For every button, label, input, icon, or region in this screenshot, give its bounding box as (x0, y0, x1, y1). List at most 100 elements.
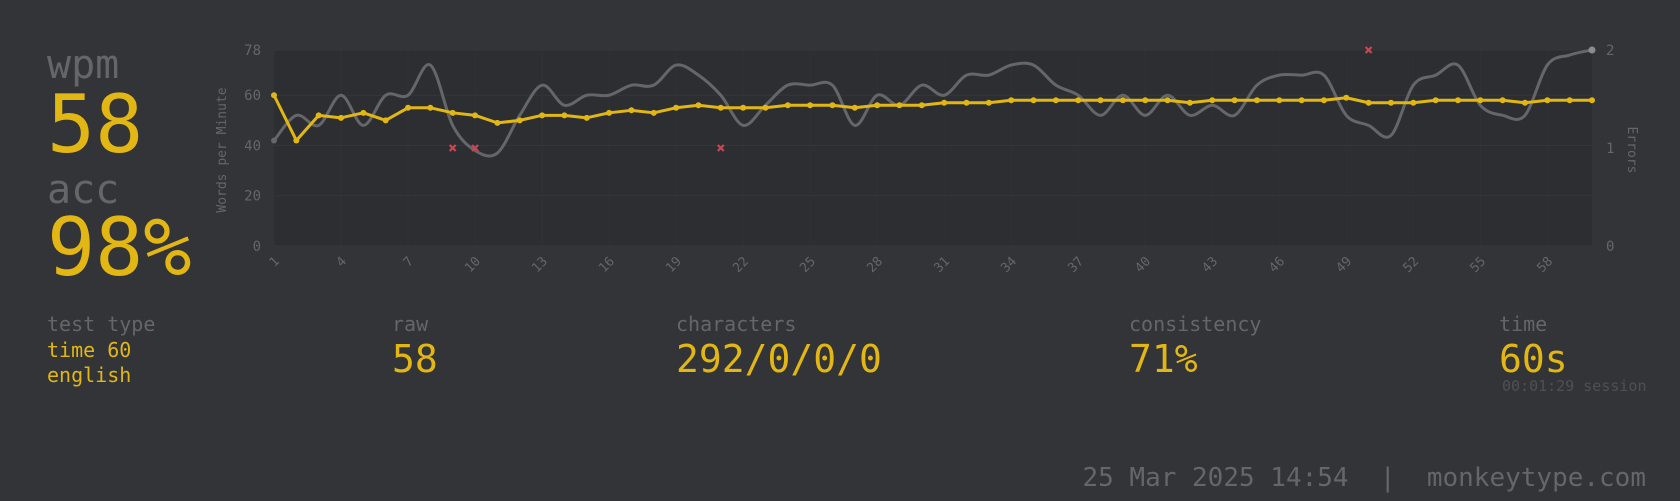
x-tick-label: 49 (1333, 254, 1355, 276)
wpm-point (360, 109, 367, 116)
wpm-point (449, 109, 456, 116)
x-tick-label: 46 (1266, 254, 1288, 276)
wpm-value[interactable]: 58 (47, 78, 144, 171)
x-tick-label: 10 (462, 254, 484, 276)
wpm-point (472, 112, 479, 119)
y2-tick-label: 0 (1606, 239, 1614, 255)
wpm-point (494, 119, 501, 126)
wpm-point (338, 114, 345, 121)
wpm-point (1142, 97, 1149, 104)
site-name[interactable]: monkeytype.com (1426, 463, 1646, 493)
x-tick-label: 31 (931, 254, 953, 276)
characters-label: characters (676, 312, 797, 336)
wpm-point (315, 112, 322, 119)
wpm-point (1186, 99, 1193, 106)
x-tick-label: 13 (529, 254, 551, 276)
x-tick-label: 19 (663, 254, 685, 276)
error-marker (471, 144, 479, 152)
test-type-language[interactable]: english (47, 363, 132, 387)
wpm-point (606, 109, 613, 116)
result-date: 25 Mar 2025 14:54 (1082, 463, 1349, 493)
wpm-point (1164, 97, 1171, 104)
wpm-point (896, 102, 903, 109)
wpm-point (427, 104, 434, 111)
x-tick-label: 37 (1065, 254, 1087, 276)
x-tick-label: 58 (1534, 254, 1556, 276)
error-marker (448, 144, 457, 152)
wpm-point (293, 137, 300, 144)
test-type-label: test type (47, 312, 156, 336)
y-axis-label: Words per Minute (215, 87, 230, 212)
error-marker (1364, 46, 1373, 54)
footer-separator: | (1379, 463, 1396, 493)
wpm-point (405, 104, 412, 111)
wpm-point (1097, 97, 1104, 104)
x-tick-label: 43 (1199, 254, 1221, 276)
x-tick-label: 34 (998, 254, 1020, 276)
wpm-point (1521, 99, 1528, 106)
consistency-label: consistency (1129, 312, 1262, 336)
wpm-point (1544, 97, 1551, 104)
error-marker (717, 144, 725, 152)
acc-value[interactable]: 98% (47, 201, 192, 294)
wpm-point (1410, 99, 1417, 106)
x-tick-label: 16 (596, 254, 618, 276)
x-tick-label: 22 (730, 254, 752, 276)
plot-area (274, 50, 1592, 246)
acc-label: acc (47, 167, 120, 213)
y-tick-label: 20 (244, 189, 261, 205)
wpm-point (1499, 97, 1506, 104)
wpm-point (963, 99, 970, 106)
wpm-point (874, 102, 881, 109)
wpm-point (1119, 97, 1126, 104)
y-tick-label: 0 (253, 239, 261, 255)
wpm-point (561, 112, 568, 119)
wpm-point (1432, 97, 1439, 104)
y-axis-ticks: 0 20 40 60 78 (244, 43, 261, 255)
wpm-point (516, 117, 523, 124)
wpm-point (1387, 99, 1394, 106)
wpm-point (1343, 94, 1350, 101)
x-tick-label: 1 (267, 254, 283, 270)
x-tick-label: 25 (797, 254, 819, 276)
wpm-point (1253, 97, 1260, 104)
chart-series (271, 46, 1596, 158)
y2-tick-label: 2 (1606, 43, 1614, 59)
wpm-point (1477, 97, 1484, 104)
test-type-mode[interactable]: time 60 (47, 338, 132, 362)
raw-series-line (272, 48, 1593, 158)
wpm-point (784, 102, 791, 109)
wpm-point (1231, 97, 1238, 104)
consistency-value[interactable]: 71% (1129, 337, 1198, 381)
wpm-point (717, 104, 724, 111)
wpm-point (829, 102, 836, 109)
wpm-label: wpm (47, 42, 120, 88)
y-tick-label: 78 (244, 43, 261, 59)
raw-value[interactable]: 58 (392, 337, 438, 381)
raw-point (271, 137, 277, 144)
x-tick-label: 4 (334, 254, 350, 270)
wpm-point (695, 102, 702, 109)
y2-tick-label: 1 (1606, 141, 1614, 157)
x-tick-label: 28 (864, 254, 886, 276)
wpm-point (762, 104, 769, 111)
characters-value[interactable]: 292/0/0/0 (676, 337, 882, 381)
wpm-point (650, 109, 657, 116)
wpm-point (539, 112, 546, 119)
wpm-point (918, 102, 925, 109)
wpm-point (628, 107, 635, 114)
wpm-point (1075, 97, 1082, 104)
wpm-point (740, 104, 747, 111)
wpm-point (985, 99, 992, 106)
x-tick-label: 40 (1132, 254, 1154, 276)
time-value[interactable]: 60s (1499, 337, 1568, 381)
wpm-point (1008, 97, 1015, 104)
wpm-point (1209, 97, 1216, 104)
y-tick-label: 40 (244, 138, 261, 154)
wpm-series-line (272, 94, 1592, 142)
wpm-point (1320, 97, 1327, 104)
wpm-point (1052, 97, 1059, 104)
wpm-point (807, 102, 814, 109)
wpm-point (382, 117, 389, 124)
